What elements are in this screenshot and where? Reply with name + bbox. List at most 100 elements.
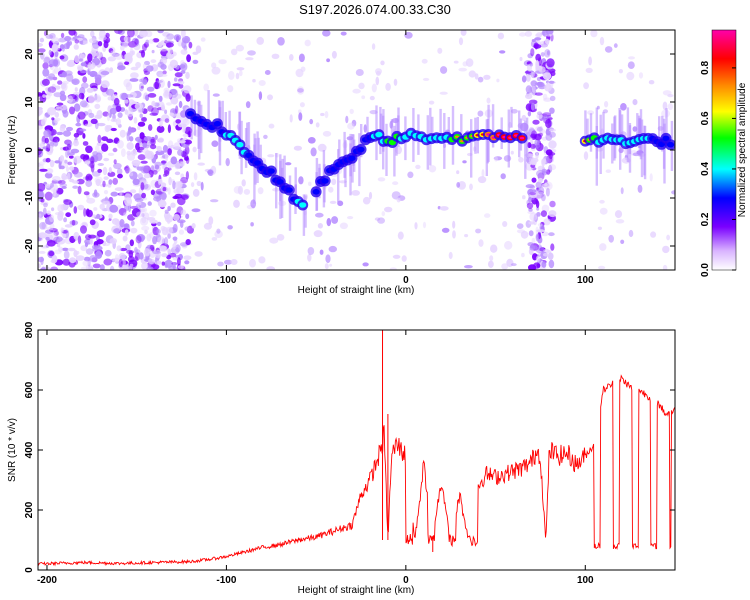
heatmap-speckle <box>95 152 103 161</box>
heatmap-speckle <box>548 259 555 269</box>
heatmap-smear <box>636 113 639 139</box>
heatmap-speckle <box>548 152 553 160</box>
heatmap-speckle <box>45 148 50 152</box>
heatmap-speckle <box>103 190 109 195</box>
heatmap-speckle <box>149 244 155 250</box>
heatmap-speckle <box>422 77 430 81</box>
heatmap-speckle <box>73 155 82 164</box>
heatmap-speckle <box>297 86 305 95</box>
heatmap-speckle <box>225 158 230 167</box>
heatmap-speckle <box>80 53 85 60</box>
heatmap-speckle <box>662 90 672 96</box>
heatmap-speckle <box>46 210 51 216</box>
heatmap-speckle <box>488 260 494 268</box>
heatmap-speckle <box>112 177 118 185</box>
heatmap-speckle <box>599 36 605 46</box>
heatmap-speckle <box>538 186 545 195</box>
heatmap-speckle <box>185 93 191 102</box>
heatmap-speckle <box>92 263 101 269</box>
heatmap-speckle <box>212 93 220 97</box>
heatmap-track-core <box>299 202 307 208</box>
heatmap-smear <box>338 139 341 168</box>
heatmap-smear <box>491 104 495 148</box>
heatmap-smear <box>200 104 203 154</box>
heatmap-speckle <box>79 58 84 62</box>
heatmap-speckle <box>250 222 254 227</box>
heatmap-speckle <box>59 125 66 132</box>
heatmap-speckle <box>60 32 65 39</box>
heatmap-speckle <box>489 255 494 262</box>
heatmap-speckle <box>67 172 71 180</box>
heatmap-speckle <box>173 77 178 82</box>
heatmap-speckle <box>169 112 175 117</box>
heatmap-speckle <box>546 169 551 175</box>
heatmap-speckle <box>129 239 134 247</box>
heatmap-speckle <box>69 106 75 115</box>
heatmap-speckle <box>237 185 243 195</box>
heatmap-speckle <box>81 82 89 89</box>
heatmap-speckle <box>65 212 72 218</box>
heatmap-speckle <box>469 183 473 191</box>
heatmap-speckle <box>48 250 55 257</box>
heatmap-speckle <box>53 188 57 197</box>
heatmap-speckle <box>224 259 233 265</box>
heatmap-speckle <box>530 140 534 144</box>
heatmap-smear <box>665 108 668 146</box>
heatmap-speckle <box>51 43 58 53</box>
heatmap-speckle <box>308 181 312 186</box>
heatmap-speckle <box>134 247 138 254</box>
heatmap-speckle <box>59 55 65 60</box>
heatmap-speckle <box>77 66 84 71</box>
heatmap-speckle <box>163 92 173 99</box>
heatmap-speckle <box>141 225 150 231</box>
heatmap-track-core <box>375 131 383 138</box>
heatmap-speckle <box>628 56 635 60</box>
heatmap-speckle <box>129 50 134 58</box>
heatmap-speckle <box>126 249 135 255</box>
heatmap-speckle <box>126 142 134 150</box>
heatmap-speckle <box>177 219 186 224</box>
heatmap-speckle <box>96 110 103 119</box>
heatmap-speckle <box>54 111 60 118</box>
heatmap-smear <box>431 116 434 137</box>
heatmap-speckle <box>97 163 105 166</box>
heatmap-speckle <box>160 245 168 252</box>
heatmap-speckle <box>529 245 536 251</box>
heatmap-speckle <box>662 245 670 254</box>
heatmap-speckle <box>185 213 190 220</box>
heatmap-speckle <box>139 78 144 83</box>
heatmap-speckle <box>38 42 43 47</box>
heatmap-speckle <box>74 95 78 101</box>
heatmap-speckle <box>96 213 101 219</box>
heatmap-speckle <box>588 56 592 66</box>
heatmap-smear <box>439 108 442 143</box>
heatmap-speckle <box>44 191 53 201</box>
heatmap-speckle <box>326 58 330 63</box>
heatmap-speckle <box>150 138 155 143</box>
heatmap-speckle <box>648 80 655 85</box>
heatmap-speckle <box>549 95 556 102</box>
heatmap-speckle <box>486 97 491 104</box>
heatmap-speckle <box>160 63 167 70</box>
heatmap-speckle <box>192 146 197 153</box>
heatmap-speckle <box>54 50 59 58</box>
heatmap-speckle <box>166 102 172 106</box>
heatmap-speckle <box>141 216 147 224</box>
heatmap-speckle <box>141 262 149 270</box>
heatmap-speckle <box>143 136 153 142</box>
heatmap-speckle <box>620 103 627 111</box>
heatmap-speckle <box>130 72 139 79</box>
heatmap-speckle <box>328 186 334 193</box>
heatmap-speckle <box>150 189 155 196</box>
heatmap-speckle <box>161 261 165 266</box>
colorbar-tick-label: 0.8 <box>700 61 711 75</box>
heatmap-speckle <box>529 192 536 196</box>
heatmap-speckle <box>525 93 533 100</box>
heatmap-speckle <box>535 152 539 159</box>
heatmap-speckle <box>152 169 158 175</box>
heatmap-speckle <box>83 208 87 217</box>
heatmap-speckle <box>526 202 534 209</box>
heatmap-speckle <box>239 70 243 77</box>
heatmap-speckle <box>144 229 148 235</box>
heatmap-smear <box>397 115 400 147</box>
